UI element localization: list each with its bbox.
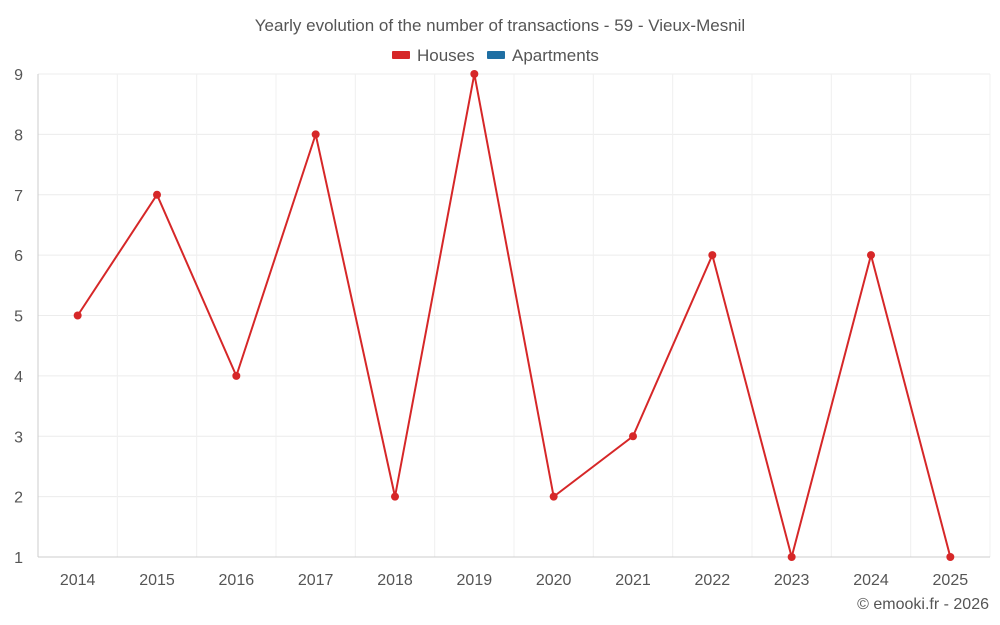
- legend-label-apartments: Apartments: [512, 46, 599, 65]
- x-tick-label: 2025: [933, 572, 969, 589]
- y-tick-label: 1: [14, 550, 23, 567]
- y-tick-label: 8: [14, 127, 23, 144]
- axes: [37, 74, 990, 558]
- legend-item-apartments[interactable]: Apartments: [487, 46, 599, 65]
- legend-swatch-houses: [392, 51, 410, 59]
- grid: [37, 73, 991, 557]
- chart-title: Yearly evolution of the number of transa…: [255, 16, 745, 35]
- data-point-houses[interactable]: [867, 251, 875, 260]
- data-point-houses[interactable]: [946, 553, 955, 561]
- legend-swatch-apartments: [487, 51, 505, 59]
- y-tick-label: 9: [14, 67, 23, 84]
- x-tick-label: 2024: [853, 572, 889, 589]
- y-tick-label: 6: [14, 248, 23, 265]
- x-tick-label: 2019: [457, 572, 493, 589]
- data-point-houses[interactable]: [708, 251, 717, 260]
- data-point-houses[interactable]: [73, 311, 82, 320]
- y-tick-label: 5: [14, 309, 23, 326]
- y-tick-label: 3: [14, 429, 23, 446]
- data-point-houses[interactable]: [311, 130, 320, 139]
- x-tick-label: 2021: [615, 572, 651, 589]
- data-point-houses[interactable]: [629, 432, 637, 441]
- x-tick-label: 2022: [695, 572, 731, 589]
- data-point-houses[interactable]: [470, 70, 479, 78]
- x-axis-ticks: 2014 2015 2016 2017 2018 2019 2020 2021 2022 2023…: [60, 572, 968, 589]
- data-point-houses[interactable]: [153, 190, 161, 199]
- y-tick-label: 4: [14, 369, 23, 386]
- x-tick-label: 2014: [60, 572, 96, 589]
- legend-label-houses: Houses: [417, 46, 475, 65]
- credit-text: © emooki.fr - 2026: [857, 596, 989, 613]
- series-line-houses: [76, 73, 952, 561]
- x-tick-label: 2018: [377, 572, 413, 589]
- data-point-houses[interactable]: [549, 492, 558, 501]
- data-point-houses[interactable]: [232, 371, 241, 380]
- x-tick-label: 2020: [536, 572, 572, 589]
- series-houses: [73, 70, 955, 561]
- x-tick-label: 2023: [774, 572, 810, 589]
- data-point-houses[interactable]: [787, 553, 796, 561]
- y-tick-label: 7: [14, 188, 23, 205]
- x-tick-label: 2017: [298, 572, 334, 589]
- legend[interactable]: Houses Apartments: [392, 46, 599, 65]
- y-tick-label: 2: [14, 490, 23, 507]
- legend-item-houses[interactable]: Houses: [392, 46, 475, 65]
- data-point-houses[interactable]: [391, 492, 399, 501]
- x-tick-label: 2015: [139, 572, 175, 589]
- x-tick-label: 2016: [219, 572, 255, 589]
- y-axis-ticks: 1 2 3 4 5 6 7 8 9: [14, 67, 23, 567]
